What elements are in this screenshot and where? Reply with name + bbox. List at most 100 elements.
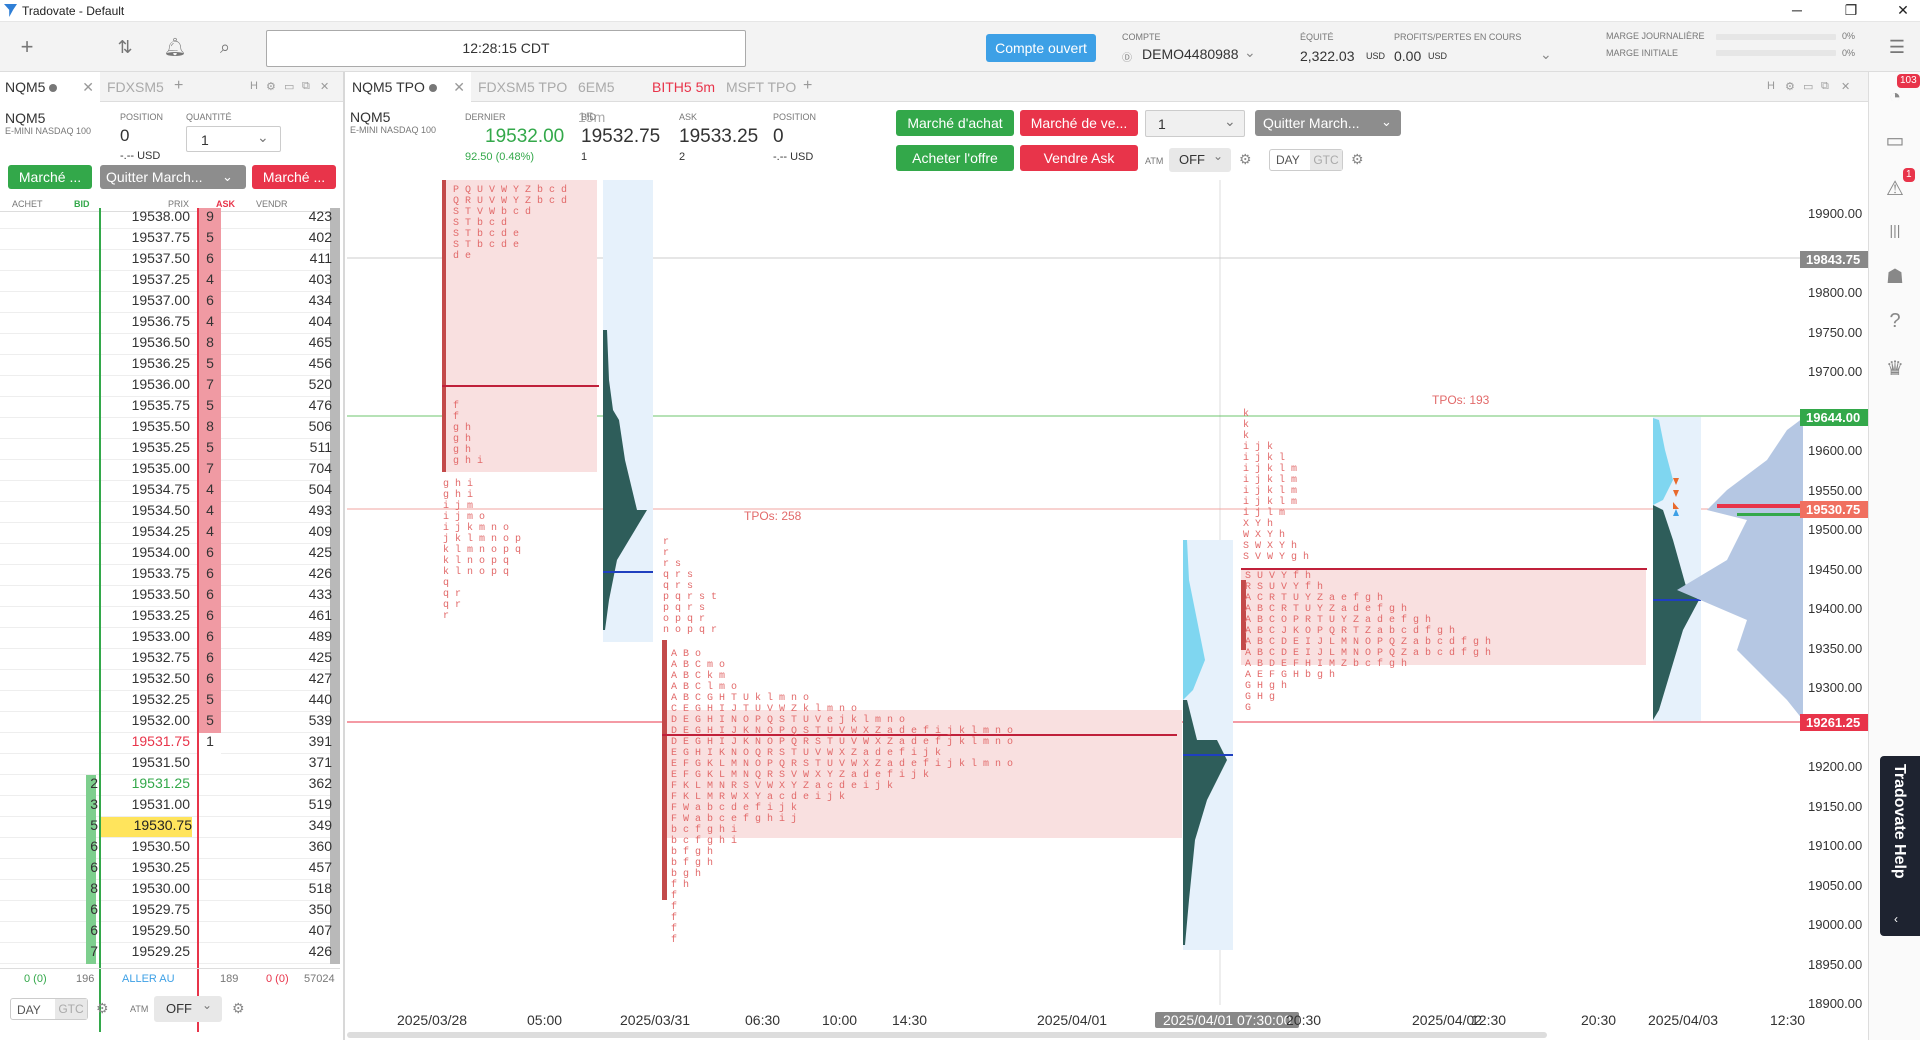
dom-row[interactable]: 19538.00 9 423 (0, 208, 340, 229)
tab-bith5[interactable]: BITH5 5m (647, 72, 719, 102)
dom-row[interactable]: 19536.75 4 404 (0, 313, 340, 334)
tab-fdxsm5-tpo[interactable]: FDXSM5 TPO (473, 72, 571, 102)
chart-exit-button[interactable]: Quitter March... (1255, 110, 1401, 136)
search-icon[interactable]: ⌕ (219, 37, 231, 57)
exit-market-button[interactable]: Quitter March... (100, 165, 246, 189)
close-panel-icon[interactable]: ✕ (320, 81, 330, 93)
exit-chevron-icon[interactable]: ⌄ (222, 169, 233, 184)
chart-tif-day[interactable]: DAY (1276, 153, 1300, 167)
gear-icon[interactable]: ⚙ (266, 81, 276, 93)
close-panel-icon[interactable]: ✕ (1841, 81, 1851, 93)
chart-tif-gear-icon[interactable]: ⚙ (1351, 151, 1364, 167)
chart-atm-gear-icon[interactable]: ⚙ (1239, 151, 1252, 167)
community-icon[interactable]: ☗ (1886, 266, 1904, 288)
help-button[interactable]: Tradovate Help ‹ (1880, 756, 1920, 936)
buy-ask-button[interactable]: Acheter l'offre (896, 145, 1014, 171)
atm-dropdown[interactable]: OFF ⌄ (154, 996, 222, 1022)
dom-row[interactable]: 5 19530.75 349 (0, 817, 340, 838)
dom-row[interactable]: 19537.00 6 434 (0, 292, 340, 313)
dom-row[interactable]: 6 19529.50 407 (0, 922, 340, 943)
dom-row[interactable]: 19533.50 6 433 (0, 586, 340, 607)
alert-icon[interactable]: ⚠ (1886, 178, 1904, 200)
dom-row[interactable]: 19531.75 1 391 (0, 733, 340, 754)
chart-tif-gtc[interactable]: GTC (1310, 150, 1342, 170)
close-icon[interactable]: ✕ (1897, 2, 1909, 18)
tif-gtc[interactable]: GTC (55, 999, 87, 1019)
header-icon[interactable]: H (250, 80, 258, 92)
dom-row[interactable]: 7 19529.25 426 (0, 943, 340, 964)
dom-row[interactable]: 19534.50 4 493 (0, 502, 340, 523)
dom-row[interactable]: 19536.50 8 465 (0, 334, 340, 355)
chart-atm-dropdown[interactable]: OFF ⌄ (1169, 148, 1231, 172)
tab-6em5[interactable]: 6EM5 15m (573, 72, 645, 125)
tif-day[interactable]: DAY (17, 1003, 41, 1017)
sell-ask-button[interactable]: Vendre Ask (1020, 145, 1138, 171)
open-account-button[interactable]: Compte ouvert (986, 34, 1096, 62)
popout-icon[interactable]: ⧉ (302, 80, 310, 92)
tab-nqm5-tpo[interactable]: NQM5 TPO ✕ (347, 72, 471, 102)
tab-nqm5[interactable]: NQM5 ✕ (0, 72, 100, 102)
trophy-icon[interactable]: ♛ (1886, 358, 1904, 380)
header-icon[interactable]: H (1767, 80, 1775, 92)
dom-ladder[interactable]: 19538.00 9 423 19537.75 5 402 19537.50 6 411 1953… (0, 208, 340, 1030)
dom-row[interactable]: 3 19531.00 519 (0, 796, 340, 817)
add-icon[interactable]: + (20, 34, 34, 59)
bars-icon[interactable]: ||| (1889, 222, 1901, 238)
buy-market-button[interactable]: Marché d'achat (896, 110, 1014, 136)
dom-row[interactable]: 19532.25 5 440 (0, 691, 340, 712)
quantity-dropdown[interactable]: 1 ⌄ (186, 126, 281, 152)
dashboard-icon[interactable]: ◔ (1888, 86, 1902, 108)
buy-market-button[interactable]: Marché ... (8, 165, 92, 189)
dom-row[interactable]: 19532.00 5 539 (0, 712, 340, 733)
minimize-icon[interactable]: ─ (1792, 2, 1802, 18)
pnl-chevron-icon[interactable]: ⌄ (1540, 46, 1552, 62)
tab-fdxsm5[interactable]: FDXSM5 (102, 72, 172, 102)
dom-row[interactable]: 19532.50 6 427 (0, 670, 340, 691)
tab-msft-tpo[interactable]: MSFT TPO (721, 72, 801, 102)
chart-quantity-dropdown[interactable]: 1 ⌄ (1145, 110, 1245, 137)
account-chevron-icon[interactable]: ⌄ (1244, 44, 1256, 60)
dom-row[interactable]: 19533.00 6 489 (0, 628, 340, 649)
exit-chevron-icon[interactable]: ⌄ (1381, 114, 1392, 129)
dom-row[interactable]: 19537.25 4 403 (0, 271, 340, 292)
add-tab-icon[interactable]: + (803, 77, 813, 94)
dom-row[interactable]: 6 19530.25 457 (0, 859, 340, 880)
dom-row[interactable]: 6 19529.75 350 (0, 901, 340, 922)
dom-row[interactable]: 19535.75 5 476 (0, 397, 340, 418)
bell-icon[interactable]: 🔔︎ (163, 37, 187, 57)
account-value[interactable]: DEMO4480988 (1142, 46, 1239, 62)
close-tab-icon[interactable]: ✕ (453, 79, 465, 95)
help-icon[interactable]: ? (1889, 310, 1901, 332)
popout-icon[interactable]: ⧉ (1821, 80, 1829, 92)
maximize-icon[interactable]: ❐ (1844, 2, 1858, 18)
dom-row[interactable]: 19537.75 5 402 (0, 229, 340, 250)
tpo-chart[interactable]: P Q U V W Y Z b c d Q R U V W Y Z b c d … (347, 180, 1847, 1010)
dom-row[interactable]: 8 19530.00 518 (0, 880, 340, 901)
dom-row[interactable]: 19532.75 6 425 (0, 649, 340, 670)
dom-row[interactable]: 19536.00 7 520 (0, 376, 340, 397)
window-icon[interactable]: ▭ (1803, 81, 1814, 93)
chat-icon[interactable]: ▭ (1885, 130, 1905, 152)
dom-row[interactable]: 19535.50 8 506 (0, 418, 340, 439)
window-icon[interactable]: ▭ (284, 81, 295, 93)
atm-gear-icon[interactable]: ⚙ (232, 1000, 245, 1016)
dom-row[interactable]: 6 19530.50 360 (0, 838, 340, 859)
dom-row[interactable]: 2 19531.25 362 (0, 775, 340, 796)
tif-gear-icon[interactable]: ⚙ (96, 1000, 109, 1016)
sell-market-button[interactable]: Marché ... (252, 165, 336, 189)
close-tab-icon[interactable]: ✕ (82, 79, 94, 95)
dom-row[interactable]: 19531.50 371 (0, 754, 340, 775)
dom-row[interactable]: 19535.25 5 511 (0, 439, 340, 460)
dom-row[interactable]: 19534.00 6 425 (0, 544, 340, 565)
dom-row[interactable]: 19533.25 6 461 (0, 607, 340, 628)
add-tab-icon[interactable]: + (174, 77, 184, 94)
settings-sliders-icon[interactable]: ☰ (1888, 37, 1906, 57)
dom-row[interactable]: 19533.75 6 426 (0, 565, 340, 586)
tif-toggle[interactable]: DAY GTC (10, 998, 88, 1020)
chart-tif-toggle[interactable]: DAY GTC (1269, 149, 1343, 171)
goto-button[interactable]: ALLER AU (122, 973, 175, 985)
horizontal-scrollbar[interactable] (347, 1032, 1547, 1038)
dom-row[interactable]: 19536.25 5 456 (0, 355, 340, 376)
gear-icon[interactable]: ⚙ (1785, 81, 1795, 93)
dom-row[interactable]: 19534.75 4 504 (0, 481, 340, 502)
